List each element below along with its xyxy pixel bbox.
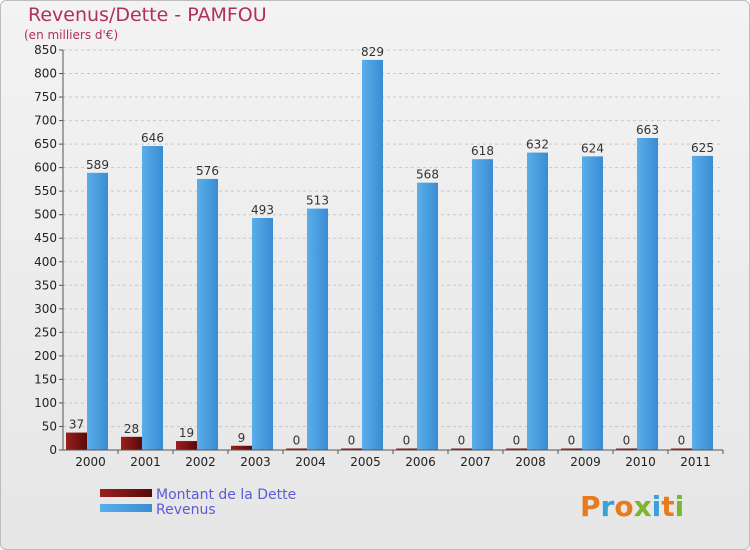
bar-dette-2010 [616, 448, 637, 450]
y-tick-label: 800 [34, 67, 57, 81]
bar-dette-2002 [176, 441, 197, 450]
data-label: 829 [361, 45, 384, 59]
data-label: 624 [581, 141, 604, 155]
x-tick-label: 2001 [130, 455, 161, 469]
bar-dette-2004 [286, 448, 307, 450]
y-tick-label: 50 [42, 419, 57, 433]
y-tick-label: 500 [34, 208, 57, 222]
bar-revenus-2008 [527, 152, 548, 450]
y-tick-label: 200 [34, 349, 57, 363]
bar-revenus-2002 [197, 178, 218, 451]
data-label: 663 [636, 123, 659, 137]
bar-revenus-2009 [582, 156, 603, 450]
y-tick-label: 400 [34, 255, 57, 269]
x-axis: 2000 2001 2002 2003 2004 2005 2006 2007 2008 2009… [63, 449, 724, 469]
legend: Montant de la Dette Revenus [100, 487, 296, 518]
data-label: 513 [306, 194, 329, 208]
x-tick-label: 2007 [460, 455, 491, 469]
bar-dette-2007 [451, 448, 472, 450]
chart-title: Revenus/Dette - PAMFOU [28, 4, 267, 26]
data-label: 19 [179, 426, 194, 440]
bar-dette-2006 [396, 448, 417, 450]
y-tick-label: 700 [34, 114, 57, 128]
bar-dette-2000 [66, 432, 87, 450]
data-label: 0 [293, 434, 301, 448]
y-tick-label: 0 [49, 443, 57, 457]
data-label: 28 [124, 422, 139, 436]
data-label: 9 [238, 431, 246, 445]
legend-label-revenus: Revenus [156, 502, 216, 518]
y-tick-label: 600 [34, 161, 57, 175]
bar-revenus-2010 [637, 138, 658, 450]
x-tick-label: 2003 [240, 455, 271, 469]
bar-revenus-2011 [692, 155, 713, 450]
bars: 37 589 28 646 19 576 9 493 0 513 0 829 0 568 0 618 0 632 0… [66, 45, 714, 451]
y-tick-label: 350 [34, 278, 57, 292]
bar-dette-2009 [561, 448, 582, 450]
x-tick-label: 2006 [405, 455, 436, 469]
bar-revenus-2003 [252, 218, 273, 450]
y-tick-label: 550 [34, 184, 57, 198]
data-label: 576 [196, 164, 219, 178]
y-tick-label: 100 [34, 396, 57, 410]
data-label: 0 [458, 434, 466, 448]
data-label: 589 [86, 158, 109, 172]
x-tick-label: 2008 [515, 455, 546, 469]
data-label: 0 [623, 434, 631, 448]
data-label: 625 [691, 141, 714, 155]
bar-dette-2001 [121, 436, 142, 450]
y-tick-label: 150 [34, 372, 57, 386]
data-label: 0 [513, 434, 521, 448]
bar-dette-2005 [341, 448, 362, 450]
proxiti-logo: Proxiti [580, 490, 684, 523]
x-tick-label: 2004 [295, 455, 326, 469]
chart-subtitle: (en milliers d'€) [24, 28, 119, 42]
bar-revenus-2007 [472, 159, 493, 451]
data-label: 568 [416, 168, 439, 182]
legend-swatch-dette [100, 489, 152, 497]
bar-dette-2011 [671, 448, 692, 450]
bar-revenus-2000 [87, 172, 108, 450]
data-label: 618 [471, 144, 494, 158]
data-label: 632 [526, 138, 549, 152]
y-tick-label: 300 [34, 302, 57, 316]
grid-lines [63, 49, 723, 451]
bar-dette-2003 [231, 445, 252, 450]
bar-revenus-2006 [417, 182, 438, 451]
y-tick-label: 750 [34, 90, 57, 104]
y-tick-label: 850 [34, 43, 57, 57]
x-tick-label: 2009 [570, 455, 601, 469]
data-label: 0 [678, 434, 686, 448]
data-label: 493 [251, 203, 274, 217]
x-tick-label: 2000 [75, 455, 106, 469]
y-axis: 0 50 100 150 200 250 300 350 400 450 500 550 600 650 7… [34, 43, 64, 457]
data-label: 0 [348, 434, 356, 448]
x-tick-label: 2010 [625, 455, 656, 469]
bar-dette-2008 [506, 448, 527, 450]
bar-revenus-2004 [307, 208, 328, 450]
y-tick-label: 450 [34, 231, 57, 245]
data-label: 0 [568, 434, 576, 448]
x-tick-label: 2005 [350, 455, 381, 469]
y-tick-label: 250 [34, 325, 57, 339]
legend-swatch-revenus [100, 504, 152, 512]
bar-revenus-2001 [142, 146, 163, 450]
data-label: 0 [403, 434, 411, 448]
legend-label-dette: Montant de la Dette [156, 487, 296, 503]
x-tick-label: 2011 [680, 455, 711, 469]
data-label: 37 [69, 418, 84, 432]
bar-revenus-2005 [362, 59, 383, 450]
x-tick-label: 2002 [185, 455, 216, 469]
data-label: 646 [141, 131, 164, 145]
y-tick-label: 650 [34, 137, 57, 151]
